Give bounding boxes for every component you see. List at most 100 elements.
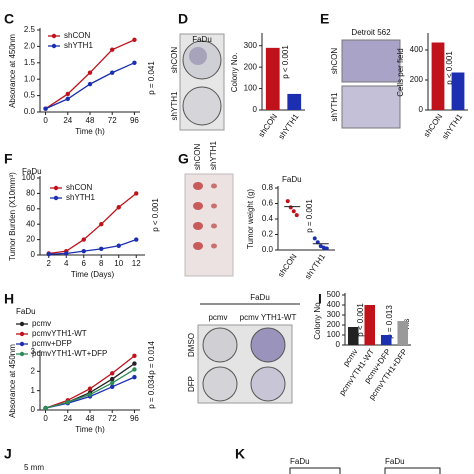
y-tick-label: 0 bbox=[253, 105, 258, 114]
bar bbox=[287, 93, 302, 110]
data-point bbox=[291, 209, 296, 214]
y-tick-label: 3 bbox=[31, 347, 36, 356]
annotation: p < 0.001 bbox=[356, 303, 365, 337]
data-point bbox=[43, 405, 48, 411]
data-point bbox=[134, 191, 139, 196]
legend-label: pcmv bbox=[32, 319, 51, 328]
data-point bbox=[312, 236, 317, 241]
y-tick-label: 1 bbox=[31, 386, 36, 395]
chart-title: FaDu bbox=[282, 175, 302, 184]
y-tick-label: 0.2 bbox=[262, 230, 274, 239]
data-point bbox=[288, 205, 293, 210]
panel-letter: G bbox=[178, 151, 189, 167]
legend-marker bbox=[51, 43, 57, 49]
data-point bbox=[87, 70, 93, 75]
annotation: p = 0.001 bbox=[305, 199, 314, 233]
col-label: shCON bbox=[193, 144, 202, 170]
x-tick-label: shYTH1 bbox=[277, 112, 301, 141]
x-tick-label: shYTH1 bbox=[440, 112, 464, 141]
legend-label: pcmvYTH1-WT+DFP bbox=[32, 349, 107, 358]
legend-label: pcmvYTH1-WT bbox=[32, 329, 87, 338]
data-point bbox=[315, 240, 320, 245]
y-axis-label: Colony No. bbox=[313, 300, 322, 340]
data-point bbox=[87, 386, 93, 391]
legend-marker bbox=[19, 341, 25, 347]
y-tick-label: 0 bbox=[336, 340, 341, 349]
x-tick-label: 24 bbox=[63, 414, 72, 423]
legend-marker bbox=[51, 33, 57, 39]
data-point bbox=[294, 213, 299, 218]
y-tick-label: 200 bbox=[244, 62, 258, 71]
row-label: shCON bbox=[330, 48, 339, 74]
x-tick-label: shYTH1 bbox=[303, 252, 327, 281]
series-line bbox=[48, 192, 137, 255]
x-axis-label: Time (h) bbox=[75, 127, 105, 136]
data-point bbox=[132, 353, 137, 359]
panel-title: FaDu bbox=[290, 457, 310, 466]
data-point bbox=[116, 243, 121, 248]
image-title: FaDu bbox=[192, 35, 212, 44]
data-point bbox=[65, 400, 70, 405]
image-title: Detroit 562 bbox=[351, 28, 391, 37]
x-tick-label: 24 bbox=[63, 116, 72, 125]
data-point bbox=[81, 248, 86, 254]
panel-letter: H bbox=[4, 291, 14, 307]
y-tick-label: 0.4 bbox=[262, 214, 274, 223]
y-tick-label: 1.5 bbox=[24, 58, 36, 67]
bracket bbox=[289, 467, 441, 474]
x-tick-label: shCON bbox=[276, 252, 299, 279]
legend-label: shYTH1 bbox=[66, 193, 95, 202]
legend-marker bbox=[19, 351, 25, 357]
series-line bbox=[48, 238, 137, 255]
annotation: p < 0.001 bbox=[151, 198, 160, 232]
x-tick-label: 48 bbox=[86, 414, 95, 423]
legend-label: shYTH1 bbox=[64, 41, 93, 50]
x-tick-label: 0 bbox=[43, 414, 48, 423]
bar bbox=[431, 42, 445, 110]
x-tick-label: 12 bbox=[132, 259, 141, 268]
y-axis-label: Tumor weight (g) bbox=[246, 189, 255, 250]
data-point bbox=[132, 374, 137, 380]
y-tick-label: 100 bbox=[22, 173, 36, 182]
y-tick-label: 100 bbox=[244, 84, 258, 93]
y-tick-label: 500 bbox=[327, 290, 341, 299]
y-tick-label: 0.6 bbox=[262, 199, 274, 208]
legend-label: shCON bbox=[66, 183, 92, 192]
x-tick-label: 2 bbox=[47, 259, 52, 268]
panel-title: FaDu bbox=[385, 457, 405, 466]
data-point bbox=[43, 106, 48, 111]
invasion-photo: Detroit 562 shCON shYTH1 bbox=[330, 28, 401, 129]
data-point bbox=[321, 245, 326, 250]
x-tick-label: 6 bbox=[82, 259, 87, 268]
y-tick-label: 0.5 bbox=[24, 91, 36, 100]
bar bbox=[397, 321, 409, 345]
y-tick-label: 300 bbox=[327, 310, 341, 319]
annotation: p < 0.001 bbox=[445, 51, 454, 85]
x-tick-label: 4 bbox=[64, 259, 69, 268]
annotation: p < 0.001 bbox=[281, 45, 290, 79]
annotation: p = 0.014 bbox=[147, 341, 156, 375]
legend-marker bbox=[53, 185, 59, 191]
col-label: shYTH1 bbox=[209, 141, 218, 170]
panel-letter: E bbox=[320, 11, 329, 27]
data-point bbox=[132, 361, 137, 366]
data-point bbox=[110, 380, 115, 386]
bar bbox=[451, 72, 465, 110]
y-axis-label: Tumor Burden (X10mm³) bbox=[8, 172, 17, 261]
data-point bbox=[110, 384, 115, 389]
row-label: DMSO bbox=[187, 333, 196, 357]
col-label: pcmv bbox=[208, 313, 227, 322]
y-tick-label: 100 bbox=[327, 330, 341, 339]
data-point bbox=[65, 96, 70, 102]
data-point bbox=[110, 47, 115, 52]
panel-letter: C bbox=[4, 11, 14, 27]
bar bbox=[265, 47, 280, 110]
x-tick-label: 10 bbox=[114, 259, 123, 268]
data-point bbox=[285, 199, 290, 204]
bar bbox=[364, 305, 376, 345]
x-tick-label: 8 bbox=[99, 259, 104, 268]
panel-letter: K bbox=[235, 446, 245, 462]
y-tick-label: 0 bbox=[31, 405, 36, 414]
data-point bbox=[324, 246, 329, 251]
